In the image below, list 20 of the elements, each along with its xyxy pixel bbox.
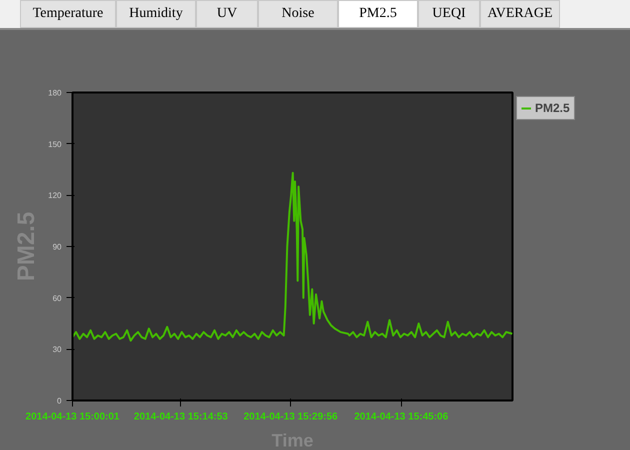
y-tick-label: 0 [57, 396, 62, 406]
x-tick-label: 2014-04-13 15:29:56 [244, 412, 338, 422]
x-tick-label: 2014-04-13 15:45:06 [354, 412, 449, 422]
text: UV [196, 0, 258, 28]
y-tick-label: 150 [48, 140, 62, 149]
y-tick-label: 120 [48, 191, 62, 200]
x-tick-label: 2014-04-13 15:14:53 [134, 412, 228, 422]
text: PM2.5 [338, 0, 418, 28]
text: Noise [258, 0, 338, 28]
legend-label: PM2.5 [535, 101, 570, 115]
y-tick-label: 90 [52, 242, 62, 252]
text: Humidity [116, 0, 196, 28]
y-tick-label: 30 [52, 345, 62, 354]
text: AVERAGE [480, 0, 560, 28]
text: Temperature [20, 0, 116, 28]
y-tick-label: 60 [52, 294, 62, 303]
text: UEQI [418, 0, 480, 28]
x-tick-label: 2014-04-13 15:00:01 [26, 412, 120, 422]
line-series [72, 172, 512, 342]
y-tick-label: 180 [48, 88, 62, 98]
